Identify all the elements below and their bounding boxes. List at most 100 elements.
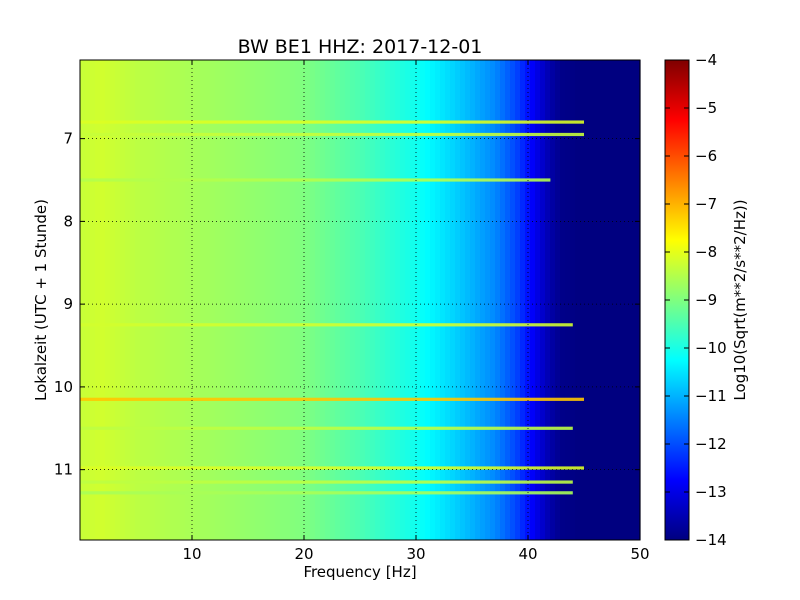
colorbar-tick-label: −7 — [695, 195, 717, 213]
heatmap-area — [80, 60, 641, 540]
heatmap-cell — [130, 60, 136, 540]
colorbar-tick-label: −8 — [695, 243, 717, 261]
heatmap-cell — [585, 60, 591, 540]
heatmap-cell — [400, 60, 406, 540]
x-tick-label: 50 — [630, 545, 649, 563]
spectral-band — [80, 466, 584, 470]
heatmap-cell — [125, 60, 131, 540]
heatmap-cell — [620, 60, 626, 540]
heatmap-cell — [250, 60, 256, 540]
heatmap-cell — [275, 60, 281, 540]
y-axis: 7 8 9 10 11 — [54, 130, 640, 479]
heatmap-cell — [365, 60, 371, 540]
heatmap-cell — [165, 60, 171, 540]
heatmap-cell — [370, 60, 376, 540]
heatmap-cell — [230, 60, 236, 540]
heatmap-cell — [140, 60, 146, 540]
heatmap-cell — [320, 60, 326, 540]
heatmap-cell — [540, 60, 546, 540]
heatmap-cell — [520, 60, 526, 540]
heatmap-cell — [170, 60, 176, 540]
heatmap-cell — [265, 60, 271, 540]
heatmap-cell — [590, 60, 596, 540]
heatmap-cell — [210, 60, 216, 540]
y-axis-label: Lokalzeit (UTC + 1 Stunde) — [32, 199, 50, 401]
heatmap-cell — [300, 60, 306, 540]
heatmap-cell — [425, 60, 431, 540]
heatmap-cell — [440, 60, 446, 540]
heatmap-cell — [495, 60, 501, 540]
heatmap-cell — [575, 60, 581, 540]
heatmap-cell — [475, 60, 481, 540]
y-tick-label: 11 — [54, 461, 73, 479]
heatmap-cell — [290, 60, 296, 540]
heatmap-cell — [110, 60, 116, 540]
heatmap-cell — [195, 60, 201, 540]
heatmap-cell — [410, 60, 416, 540]
colorbar-tick-label: −9 — [695, 291, 717, 309]
heatmap-cell — [240, 60, 246, 540]
heatmap-cell — [150, 60, 156, 540]
spectral-band — [80, 397, 584, 401]
heatmap-cell — [605, 60, 611, 540]
heatmap-cell — [120, 60, 126, 540]
heatmap-cell — [580, 60, 586, 540]
x-tick-label: 30 — [406, 545, 425, 563]
spectral-band — [80, 323, 573, 327]
spectral-band — [80, 491, 573, 495]
x-axis: 10 20 30 40 50 — [182, 60, 650, 563]
heatmap-cell — [200, 60, 206, 540]
y-tick-label: 8 — [63, 212, 73, 230]
heatmap-cell — [285, 60, 291, 540]
heatmap-cell — [510, 60, 516, 540]
heatmap-cell — [215, 60, 221, 540]
heatmap-cell — [445, 60, 451, 540]
heatmap-cell — [375, 60, 381, 540]
heatmap-cell — [570, 60, 576, 540]
heatmap-cell — [380, 60, 386, 540]
heatmap-cell — [325, 60, 331, 540]
colorbar-tick-label: −6 — [695, 147, 717, 165]
heatmap-cell — [205, 60, 211, 540]
heatmap-cell — [555, 60, 561, 540]
heatmap-cell — [355, 60, 361, 540]
heatmap-cell — [135, 60, 141, 540]
spectral-band — [80, 132, 584, 137]
heatmap-cell — [485, 60, 491, 540]
heatmap-cell — [160, 60, 166, 540]
heatmap-cell — [225, 60, 231, 540]
heatmap-cell — [235, 60, 241, 540]
heatmap-cell — [430, 60, 436, 540]
heatmap-cell — [85, 60, 91, 540]
heatmap-cell — [600, 60, 606, 540]
heatmap-cell — [305, 60, 311, 540]
heatmap-cell — [515, 60, 521, 540]
spectral-band — [80, 426, 573, 430]
heatmap-cell — [180, 60, 186, 540]
colorbar-tick-label: −5 — [695, 99, 717, 117]
spectral-band — [80, 120, 584, 124]
heatmap-cell — [455, 60, 461, 540]
heatmap-cell — [465, 60, 471, 540]
heatmap-cell — [340, 60, 346, 540]
heatmap-cell — [145, 60, 151, 540]
heatmap-cell — [155, 60, 161, 540]
y-tick-label: 7 — [63, 130, 73, 148]
colorbar-tick-label: −11 — [695, 387, 727, 405]
spectral-band — [80, 178, 551, 182]
heatmap-cell — [90, 60, 96, 540]
heatmap-cell — [550, 60, 556, 540]
heatmap-cell — [635, 60, 641, 540]
heatmap-cell — [395, 60, 401, 540]
heatmap-cell — [280, 60, 286, 540]
heatmap-cell — [335, 60, 341, 540]
heatmap-cell — [295, 60, 301, 540]
heatmap-cell — [505, 60, 511, 540]
heatmap-cell — [535, 60, 541, 540]
heatmap-cell — [260, 60, 266, 540]
spectral-band — [80, 480, 573, 484]
heatmap-cell — [595, 60, 601, 540]
heatmap-cell — [100, 60, 106, 540]
heatmap-cell — [190, 60, 196, 540]
